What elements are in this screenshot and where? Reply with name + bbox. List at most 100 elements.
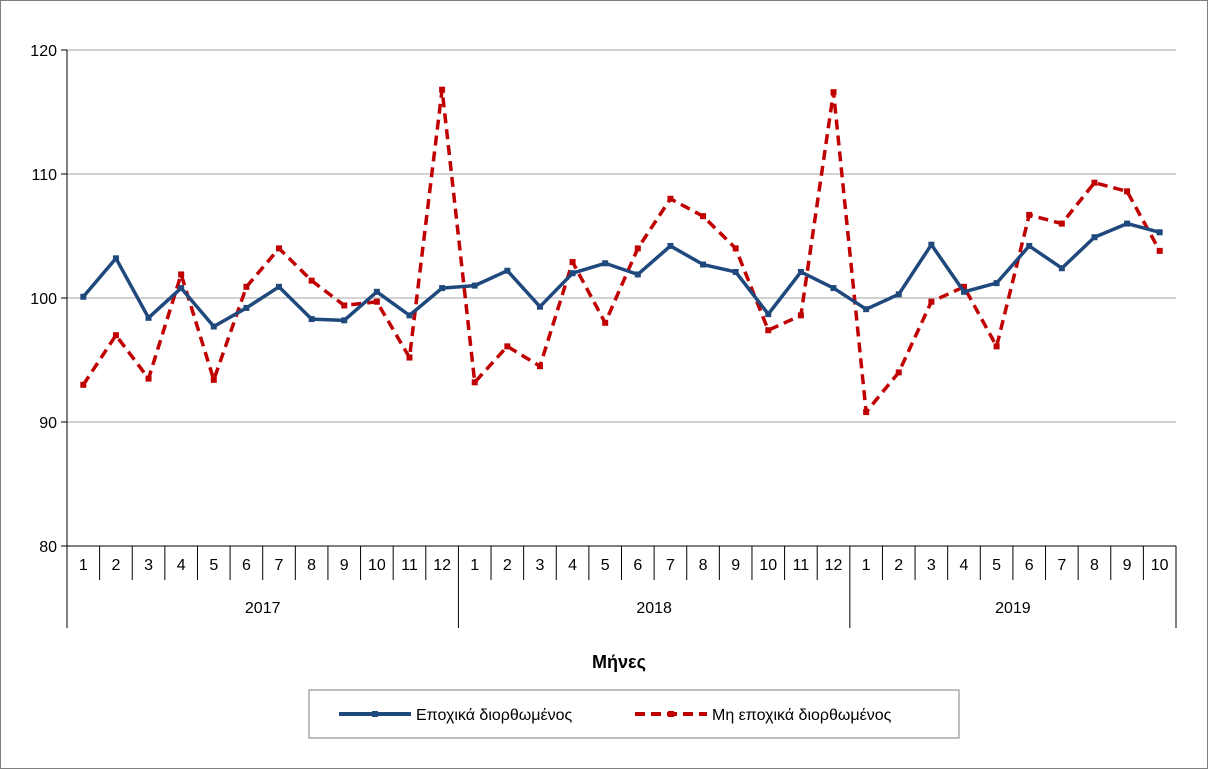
data-point <box>634 271 641 278</box>
x-month-label: 8 <box>1090 557 1099 574</box>
x-axis-categories: 1 2 3 4 5 6 7 8 9 10 11 12 1 2 3 4 5 6 7 8 9 10 11 12 1 2 3 4 5 6 7 8 9 1… <box>66 546 1177 628</box>
legend-label-seasonally-adjusted: Εποχικά διορθωμένος <box>416 707 573 724</box>
data-point <box>634 245 641 252</box>
data-point <box>667 195 674 202</box>
x-month-label: 8 <box>699 557 708 574</box>
x-month-label: 2 <box>503 557 512 574</box>
data-point <box>765 311 772 318</box>
data-point <box>308 316 315 323</box>
x-axis-label: Μήνες <box>592 652 646 672</box>
x-month-label: 3 <box>927 557 936 574</box>
data-point <box>863 306 870 313</box>
legend-marker-not-seasonally-adjusted <box>668 711 674 717</box>
x-month-label: 4 <box>960 557 969 574</box>
data-point <box>1156 247 1163 254</box>
legend-box <box>308 689 960 739</box>
data-point <box>928 241 935 248</box>
data-point <box>1026 242 1033 249</box>
series-0 <box>80 220 1163 330</box>
x-month-label: 11 <box>401 557 418 574</box>
y-tick-label: 90 <box>39 415 57 432</box>
data-point <box>830 89 837 96</box>
x-month-label: 10 <box>1151 557 1169 574</box>
x-month-label: 10 <box>368 557 386 574</box>
data-point <box>178 271 185 278</box>
data-point <box>895 369 902 376</box>
data-point <box>928 298 935 305</box>
x-month-label: 1 <box>470 557 479 574</box>
legend-label-not-seasonally-adjusted: Μη εποχικά διορθωμένος <box>712 707 892 724</box>
data-point <box>373 288 380 295</box>
data-point <box>863 409 870 416</box>
x-month-label: 7 <box>1057 557 1066 574</box>
data-point <box>993 343 1000 350</box>
x-month-label: 4 <box>177 557 186 574</box>
x-month-label: 9 <box>340 557 349 574</box>
data-point <box>569 270 576 277</box>
data-point <box>602 319 609 326</box>
data-point <box>243 304 250 311</box>
series-line <box>81 221 1161 329</box>
data-point <box>732 245 739 252</box>
data-point <box>536 303 543 310</box>
y-axis-ticks: 80 90 100 110 120 <box>30 43 67 556</box>
data-point <box>439 86 446 93</box>
data-point <box>1058 220 1065 227</box>
data-point <box>700 213 707 220</box>
data-point <box>797 312 804 319</box>
gridlines <box>67 49 1176 547</box>
x-month-label: 1 <box>79 557 88 574</box>
data-point <box>1058 265 1065 272</box>
data-point <box>145 375 152 382</box>
series-layer <box>80 86 1163 416</box>
data-point <box>341 302 348 309</box>
x-year-label: 2017 <box>245 600 281 617</box>
x-year-label: 2019 <box>995 600 1031 617</box>
legend-item-not-seasonally-adjusted: Μη εποχικά διορθωμένος <box>635 707 892 724</box>
y-tick-label: 120 <box>30 43 57 60</box>
data-point <box>536 363 543 370</box>
data-point <box>308 277 315 284</box>
data-point <box>504 267 511 274</box>
data-point <box>602 260 609 267</box>
x-month-label: 7 <box>275 557 284 574</box>
data-point <box>80 381 87 388</box>
data-point <box>406 354 413 361</box>
data-point <box>243 283 250 290</box>
x-month-label: 9 <box>731 557 740 574</box>
data-point <box>80 293 87 300</box>
x-month-label: 5 <box>992 557 1001 574</box>
data-point <box>797 268 804 275</box>
x-month-label: 5 <box>601 557 610 574</box>
y-tick-label: 110 <box>31 167 57 184</box>
data-point <box>732 268 739 275</box>
x-month-label: 9 <box>1123 557 1132 574</box>
data-point <box>210 376 217 383</box>
data-point <box>895 291 902 298</box>
x-year-label: 2018 <box>636 600 672 617</box>
legend-marker-seasonally-adjusted <box>372 711 378 717</box>
data-point <box>993 280 1000 287</box>
data-point <box>700 261 707 268</box>
series-line <box>81 87 1162 414</box>
data-point <box>960 288 967 295</box>
x-month-label: 7 <box>666 557 675 574</box>
x-month-label: 6 <box>1025 557 1034 574</box>
data-point <box>504 343 511 350</box>
x-month-label: 11 <box>793 557 810 574</box>
x-month-label: 3 <box>144 557 153 574</box>
data-point <box>960 283 967 290</box>
data-point <box>1156 229 1163 236</box>
data-point <box>1091 179 1098 186</box>
x-month-label: 1 <box>862 557 871 574</box>
data-point <box>373 298 380 305</box>
data-point <box>1124 220 1131 227</box>
data-point <box>667 242 674 249</box>
data-point <box>406 312 413 319</box>
data-point <box>471 379 478 386</box>
x-month-label: 2 <box>894 557 903 574</box>
y-tick-label: 100 <box>30 291 57 308</box>
data-point <box>341 317 348 324</box>
